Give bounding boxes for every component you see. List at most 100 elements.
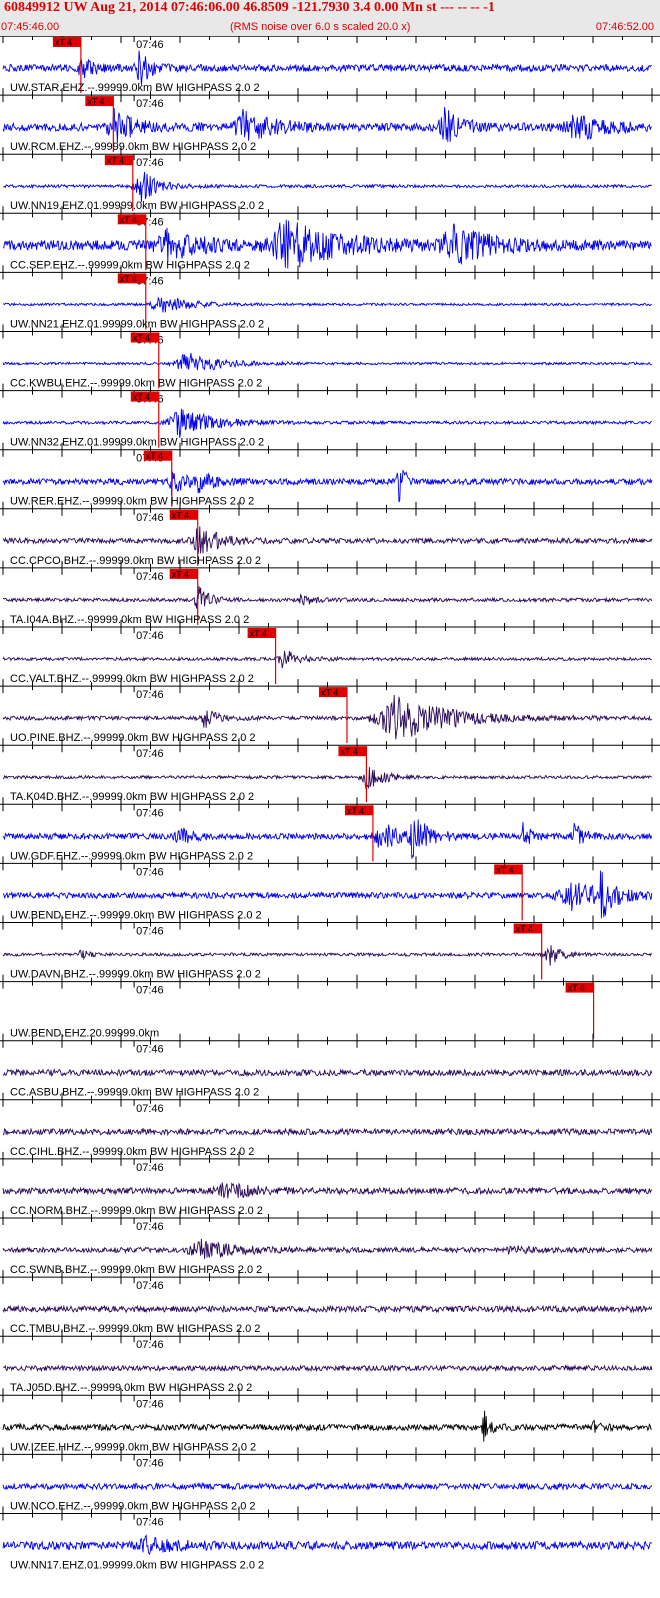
pick-flag <box>513 923 542 934</box>
pick-label: xT 4 <box>340 747 357 757</box>
trace-label: UW.NN21.EHZ.01.99999.0km BW HIGHPASS 2.0… <box>10 318 264 330</box>
trace-label: CC.NORM.BHZ.--.99999.0km BW HIGHPASS 2.0… <box>10 1205 263 1217</box>
trace-label: CC.VALT.BHZ.--.99999.0km BW HIGHPASS 2.0… <box>10 673 254 685</box>
tick-label: 07:46 <box>136 1339 164 1351</box>
pick-flag <box>318 687 347 698</box>
pick-flag <box>104 155 133 166</box>
waveform <box>2 50 652 85</box>
trace-label: UW.IZEE.HHZ.--.99999.0km BW HIGHPASS 2.0… <box>10 1441 256 1453</box>
tick-label: 07:46 <box>136 1103 164 1115</box>
pick-flag <box>338 746 367 757</box>
trace-label: CC.SEP.EHZ.--.99999.0km BW HIGHPASS 2.0 … <box>10 259 250 271</box>
tick-label: 07:46 <box>136 1517 164 1529</box>
tick-label: 07:46 <box>136 689 164 701</box>
waveform <box>2 469 653 503</box>
trace-row: 07:46 xT 4 UW.RCM.EHZ.--.99999.0km BW HIGH… <box>0 88 660 153</box>
waveform <box>2 1481 653 1491</box>
trace-row: 07:46 CC.TMBU.BHZ.--.99999.0km BW HIGHPAS… <box>0 1270 660 1335</box>
pick-label: xT 4 <box>250 629 267 639</box>
waveform <box>2 694 653 740</box>
time-ticks <box>2 1447 653 1462</box>
trace-label: TA.I04A.BHZ.--.99999.0km BW HIGHPASS 2.0… <box>10 614 249 626</box>
pick-flag <box>52 37 81 47</box>
time-ticks <box>2 1151 653 1166</box>
pick-label: xT 4 <box>120 274 137 284</box>
pick-label: xT 4 <box>87 97 104 107</box>
time-ticks <box>2 679 653 694</box>
waveform <box>2 1068 653 1078</box>
waveform <box>2 767 653 790</box>
tick-label: 07:46 <box>136 571 164 583</box>
pick-flag <box>494 864 523 875</box>
pick-flag <box>169 568 198 579</box>
waveform <box>2 1410 653 1442</box>
trace-row: 07:46 xT 4 UW.GDF.EHZ.--.99999.0km BW HIGH… <box>0 797 660 862</box>
tick-label: 07:46 <box>136 1221 164 1233</box>
tick-label: 07:46 <box>136 1044 164 1056</box>
time-ticks <box>2 1329 653 1344</box>
pick-flag <box>143 450 172 461</box>
pick-label: xT 4 <box>496 865 513 875</box>
trace-row: 07:46 TA.J05D.BHZ.--.99999.0km BW HIGHPAS… <box>0 1329 660 1394</box>
trace-label: UW.NN17.EHZ.01.99999.0km BW HIGHPASS 2.0… <box>10 1560 264 1572</box>
trace-label: UW.NCO.EHZ.--.99999.0km BW HIGHPASS 2.0 … <box>10 1500 256 1512</box>
tick-label: 07:46 <box>136 1162 164 1174</box>
time-ticks <box>2 36 653 43</box>
time-ticks <box>2 856 653 871</box>
pick-label: xT 4 <box>516 924 533 934</box>
tick-label: 07:46 <box>136 157 164 169</box>
waveform <box>2 171 652 203</box>
tick-label: 07:46 <box>136 866 164 878</box>
pick-flag <box>565 982 594 993</box>
time-ticks <box>2 1270 653 1285</box>
trace-row: 07:46 xT 4 UW.BEND.EHZ.--.99999.0km BW HIG… <box>0 856 660 921</box>
trace-row: 07:46 CC.SWNB.BHZ.--.99999.0km BW HIGHPAS… <box>0 1211 660 1276</box>
trace-row: 07:46 UW.NN17.EHZ.01.99999.0km BW HIGHPAS… <box>0 1506 660 1572</box>
waveform <box>2 1534 653 1556</box>
pick-flag <box>117 273 146 284</box>
pick-label: xT 4 <box>120 215 137 225</box>
trace-row: 07:46 UW.IZEE.HHZ.--.99999.0km BW HIGHPAS… <box>0 1388 660 1453</box>
tick-label: 07:46 <box>136 1280 164 1292</box>
pick-label: xT 4 <box>347 806 364 816</box>
pick-label: xT 4 <box>146 451 163 461</box>
trace-label: UO.PINE.BHZ.--.99999.0km BW HIGHPASS 2.0… <box>10 732 256 744</box>
time-ticks <box>2 738 653 753</box>
tick-label: 07:46 <box>136 985 164 997</box>
waveform <box>2 526 653 554</box>
trace-label: UW.DAVN.BHZ.--.99999.0km BW HIGHPASS 2.0… <box>10 969 261 981</box>
tick-label: 07:46 <box>136 1398 164 1410</box>
trace-row: 07:46 xT 4 TA.I04A.BHZ.--.99999.0km BW HIG… <box>0 560 660 626</box>
trace-row: 07:46 xT 4 UW.BEND.EHZ.20.99999.0km <box>0 974 660 1040</box>
time-ticks <box>2 1506 653 1521</box>
waveform <box>2 1181 653 1199</box>
pick-flag <box>169 509 198 520</box>
pick-flag <box>130 391 159 402</box>
trace-label: CC.KWBU.EHZ.--.99999.0km BW HIGHPASS 2.0… <box>10 378 262 390</box>
tick-label: 07:46 <box>136 512 164 524</box>
time-ticks <box>2 1211 653 1225</box>
pick-label: xT 4 <box>107 156 124 166</box>
waveform <box>2 1127 653 1137</box>
pick-flag <box>85 96 114 107</box>
tick-label: 07:46 <box>136 807 164 819</box>
time-ticks <box>2 206 653 221</box>
trace-label: CC.TMBU.BHZ.--.99999.0km BW HIGHPASS 2.0… <box>10 1323 260 1335</box>
pick-label: xT 4 <box>133 392 150 402</box>
pick-label: xT 4 <box>172 569 189 579</box>
trace-row: 07:46 xT 4 CC.VALT.BHZ.--.99999.0km BW HIG… <box>0 620 660 685</box>
pick-label: xT 4 <box>133 333 150 343</box>
pick-label: xT 4 <box>172 510 189 520</box>
tick-label: 07:46 <box>136 748 164 760</box>
pick-flag <box>130 332 159 343</box>
time-ticks <box>2 1033 653 1048</box>
tick-label: 07:46 <box>136 1457 164 1469</box>
trace-row: 07:46 CC.ASBU.BHZ.--.99999.0km BW HIGHPAS… <box>0 1033 660 1099</box>
pick-flag <box>344 805 373 816</box>
time-ticks <box>2 88 653 103</box>
trace-label: CC.ASBU.BHZ.--.99999.0km BW HIGHPASS 2.0… <box>10 1087 259 1099</box>
time-ticks <box>2 147 653 162</box>
event-title: 60849912 UW Aug 21, 2014 07:46:06.00 46.… <box>4 0 495 15</box>
